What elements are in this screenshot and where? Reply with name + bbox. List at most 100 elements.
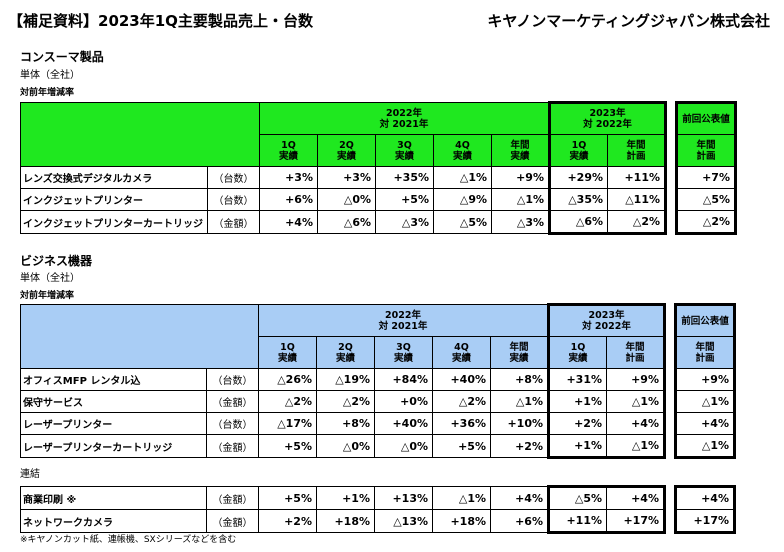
col-header: 年間 実績 bbox=[491, 134, 550, 167]
cell-value: +36% bbox=[432, 412, 491, 435]
col-header: 年間 実績 bbox=[490, 336, 549, 369]
table-cell bbox=[664, 486, 676, 510]
business-scope: 単体（全社） bbox=[20, 273, 80, 284]
cell-value: +5% bbox=[258, 486, 317, 510]
cell-value: △2% bbox=[316, 390, 375, 413]
cell-value: +1% bbox=[316, 486, 375, 510]
table-row: インクジェットプリンター （台数） +6% △0% +5% △9% △1% △3… bbox=[20, 188, 737, 211]
row-name: インクジェットプリンターカートリッジ bbox=[20, 210, 208, 234]
consolidated-label: 連結 bbox=[20, 469, 40, 480]
cell-value: +2% bbox=[258, 509, 317, 533]
cell-value: +4% bbox=[259, 210, 318, 234]
table-cell bbox=[664, 434, 676, 458]
footnote: ※キヤノンカット紙、連帳機、SXシリーズなどを含む bbox=[20, 535, 237, 545]
cell-value: △1% bbox=[674, 390, 736, 413]
cell-value: △1% bbox=[491, 188, 550, 211]
table-cell bbox=[664, 412, 676, 435]
row-unit: （台数） bbox=[206, 412, 259, 435]
period-2023-label: 2023年 bbox=[589, 108, 626, 119]
col-header: 年間 計画 bbox=[607, 134, 667, 167]
table-row: レーザープリンターカートリッジ （金額） +5% △0% △0% +5% +2%… bbox=[20, 434, 736, 459]
cell-value: +84% bbox=[374, 368, 433, 391]
cell-value: +17% bbox=[674, 509, 736, 534]
cell-value: +10% bbox=[490, 412, 549, 435]
row-name: オフィスMFP レンタル込 bbox=[20, 368, 207, 391]
cell-value: △6% bbox=[317, 210, 376, 234]
header-text: 年間 bbox=[695, 341, 715, 353]
header-text: 年間 bbox=[509, 341, 529, 353]
col-header: 年間 計画 bbox=[675, 134, 737, 167]
cell-value: +6% bbox=[259, 188, 318, 211]
header-blank bbox=[20, 304, 259, 369]
table-cell bbox=[665, 210, 677, 234]
row-name: レーザープリンターカートリッジ bbox=[20, 434, 207, 458]
cell-value: △5% bbox=[547, 485, 607, 510]
consumer-scope: 単体（全社） bbox=[20, 70, 80, 81]
cell-value: △13% bbox=[374, 509, 433, 533]
cell-value: +4% bbox=[674, 412, 736, 435]
cell-value: +29% bbox=[548, 166, 608, 189]
business-col-header-row: 1Q 実績 2Q 実績 3Q 実績 4Q 実績 年間 実績 1Q 実績 年間 計画 年間 計画 bbox=[21, 336, 736, 369]
consumer-section-title: コンスーマ製品 bbox=[20, 50, 104, 64]
row-name: 商業印刷 ※ bbox=[20, 486, 207, 510]
header-text: 4Q bbox=[455, 139, 470, 151]
col-header: 4Q 実績 bbox=[433, 134, 492, 167]
cell-value: +40% bbox=[374, 412, 433, 435]
cell-value: +2% bbox=[547, 412, 607, 435]
table-row: 保守サービス （金額） △2% △2% +0% △2% △1% +1% △1% … bbox=[20, 390, 736, 413]
cell-value: +6% bbox=[490, 509, 549, 533]
cell-value: +5% bbox=[375, 188, 434, 211]
header-text: 2Q bbox=[338, 341, 353, 353]
header-text: 1Q bbox=[570, 341, 586, 353]
cell-value: +4% bbox=[606, 485, 666, 510]
header-text: 実績 bbox=[569, 150, 589, 162]
prev-forecast-header: 前回公表値 bbox=[675, 101, 737, 135]
cell-value: △1% bbox=[674, 434, 736, 459]
cell-value: +11% bbox=[547, 509, 607, 534]
cell-value: +11% bbox=[607, 166, 667, 189]
cell-value: △17% bbox=[258, 412, 317, 435]
col-header: 1Q 実績 bbox=[547, 336, 607, 369]
header-text: 計画 bbox=[695, 352, 715, 364]
header-text: 4Q bbox=[454, 341, 469, 353]
cell-value: +0% bbox=[374, 390, 433, 413]
cell-value: +8% bbox=[490, 368, 549, 391]
cell-value: +7% bbox=[675, 166, 737, 189]
consumer-rate-label: 対前年増減率 bbox=[20, 88, 75, 98]
period-2022-sub: 対 2021年 bbox=[378, 320, 428, 332]
row-name: レーザープリンター bbox=[20, 412, 207, 435]
period-2022-label: 2022年 bbox=[385, 309, 421, 321]
cell-value: △9% bbox=[433, 188, 492, 211]
business-section-title: ビジネス機器 bbox=[20, 254, 93, 268]
period-2023-sub: 対 2022年 bbox=[583, 119, 632, 130]
period-2022-header: 2022年 対 2021年 bbox=[259, 102, 550, 135]
header-text: 1Q bbox=[571, 139, 587, 151]
header-text: 実績 bbox=[451, 352, 471, 364]
period-2023-header: 2023年 対 2022年 bbox=[548, 101, 667, 135]
table-cell bbox=[665, 188, 677, 211]
cell-value: △1% bbox=[433, 166, 492, 189]
header-text: 年間 bbox=[625, 341, 645, 353]
row-unit: （台数） bbox=[206, 368, 259, 391]
company-name: キヤノンマーケティングジャパン株式会社 bbox=[487, 12, 770, 30]
col-header: 2Q 実績 bbox=[316, 336, 375, 369]
consumer-table: 2022年 対 2021年 2023年 対 2022年 前回公表値 1Q 実績 2… bbox=[20, 101, 737, 235]
row-name: インクジェットプリンター bbox=[20, 188, 208, 211]
table-row: レーザープリンター （台数） △17% +8% +40% +36% +10% +… bbox=[20, 412, 736, 435]
cell-value: △2% bbox=[675, 210, 737, 235]
cell-value: +40% bbox=[432, 368, 491, 391]
cell-value: +2% bbox=[490, 434, 549, 458]
header-text: 3Q bbox=[397, 139, 412, 151]
cell-value: △0% bbox=[374, 434, 433, 458]
table-row: ネットワークカメラ （金額） +2% +18% △13% +18% +6% +1… bbox=[20, 509, 736, 534]
col-header: 2Q 実績 bbox=[317, 134, 376, 167]
header-text: 年間 bbox=[510, 139, 530, 151]
header-text: 実績 bbox=[336, 150, 356, 162]
row-unit: （金額） bbox=[206, 486, 259, 510]
header-text: 計画 bbox=[696, 150, 716, 162]
cell-value: △26% bbox=[258, 368, 317, 391]
header-text: 実績 bbox=[452, 150, 472, 162]
cell-value: +5% bbox=[432, 434, 491, 458]
period-2022-label: 2022年 bbox=[386, 107, 422, 119]
cell-value: △11% bbox=[607, 188, 667, 211]
